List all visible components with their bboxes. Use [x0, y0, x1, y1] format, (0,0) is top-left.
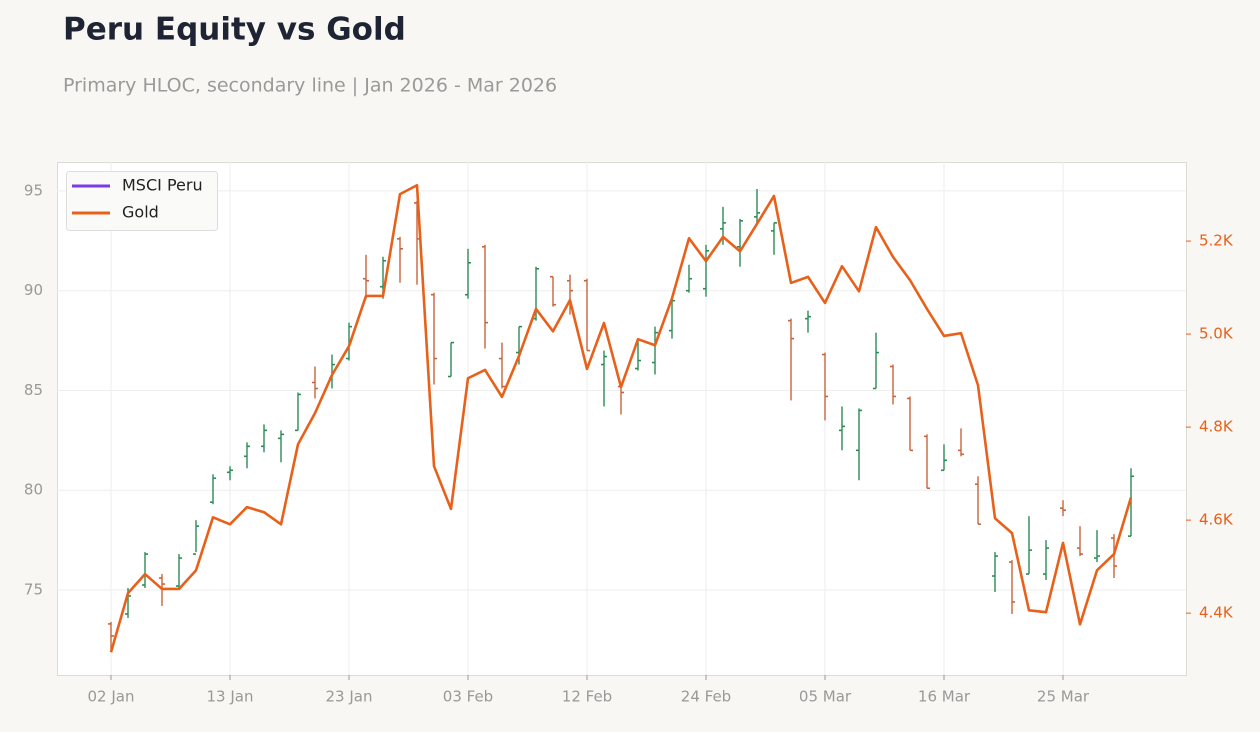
- y2-tick-label: 4.8K: [1199, 418, 1234, 436]
- x-tick-label: 25 Mar: [1037, 688, 1090, 706]
- legend-label: MSCI Peru: [122, 176, 203, 195]
- y-tick-label: 80: [24, 481, 43, 499]
- chart-title: Peru Equity vs Gold: [63, 12, 406, 48]
- x-tick-label: 23 Jan: [326, 688, 373, 706]
- x-tick-label: 13 Jan: [207, 688, 254, 706]
- plot-area: [57, 162, 1187, 676]
- legend-label: Gold: [122, 203, 159, 222]
- x-tick-label: 12 Feb: [562, 688, 612, 706]
- x-tick-label: 03 Feb: [443, 688, 493, 706]
- line-series: [109, 183, 1133, 653]
- y-tick-label: 95: [24, 181, 43, 199]
- chart-subtitle: Primary HLOC, secondary line | Jan 2026 …: [63, 75, 557, 97]
- x-tick-label: 24 Feb: [681, 688, 731, 706]
- x-tick-label: 05 Mar: [799, 688, 852, 706]
- y2-tick-label: 4.6K: [1199, 511, 1234, 529]
- y2-tick-label: 5.2K: [1199, 232, 1234, 250]
- y-tick-label: 90: [24, 281, 43, 299]
- y-tick-label: 85: [24, 381, 43, 399]
- y2-tick-label: 5.0K: [1199, 325, 1234, 343]
- legend: MSCI Peru Gold: [66, 171, 218, 231]
- y2-tick-label: 4.4K: [1199, 604, 1234, 622]
- x-tick-label: 02 Jan: [88, 688, 135, 706]
- y-tick-label: 75: [24, 580, 43, 598]
- x-tick-label: 16 Mar: [918, 688, 971, 706]
